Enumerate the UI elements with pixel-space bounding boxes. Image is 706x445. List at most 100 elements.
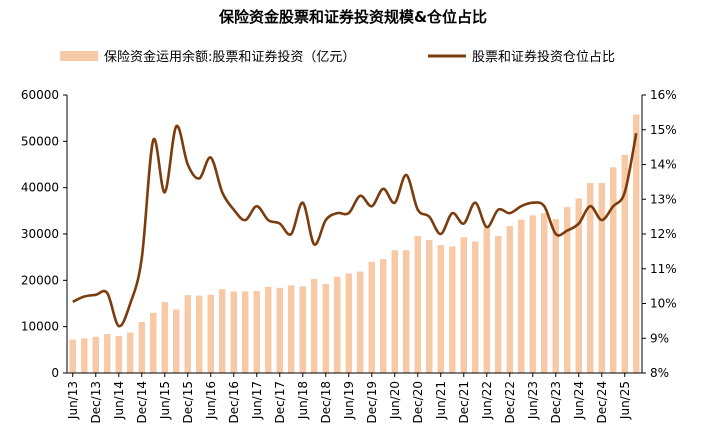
x-tick-label: Jun/13	[66, 381, 80, 420]
right-tick-label: 8%	[650, 366, 669, 380]
bar-Jun24	[575, 198, 582, 373]
x-tick-label: Dec/17	[273, 381, 287, 424]
left-tick-label: 30000	[21, 227, 59, 241]
bar-Mar19	[334, 276, 341, 373]
left-tick-label: 50000	[21, 134, 59, 148]
left-tick-label: 10000	[21, 320, 59, 334]
bar-Mar20	[380, 259, 387, 373]
bar-Sep17	[265, 286, 272, 373]
x-tick-label: Dec/21	[457, 381, 471, 424]
bar-Mar15	[150, 312, 157, 373]
x-tick-label: Jun/16	[204, 381, 218, 420]
bar-Dec22	[506, 226, 513, 373]
bar-Jun23	[529, 215, 536, 373]
bar-Sep23	[541, 213, 548, 373]
bar-series	[69, 114, 640, 374]
bar-Dec21	[460, 237, 467, 373]
right-tick-label: 11%	[650, 262, 677, 276]
left-tick-label: 40000	[21, 181, 59, 195]
left-axis-ticks: 0 10000 20000 30000 40000 50000 60000	[21, 88, 67, 380]
x-tick-label: Dec/22	[503, 381, 517, 424]
x-tick-label: Jun/23	[526, 381, 540, 420]
bar-Mar24	[564, 207, 571, 373]
x-tick-label: Dec/19	[365, 381, 379, 424]
x-tick-label: Jun/15	[158, 381, 172, 420]
bar-Jun22	[483, 227, 490, 373]
bar-Dec14	[138, 322, 145, 373]
bar-Jun21	[437, 245, 444, 373]
right-tick-label: 14%	[650, 158, 677, 172]
x-tick-label: Dec/14	[135, 381, 149, 424]
bar-Sep20	[403, 250, 410, 373]
bar-Dec15	[184, 295, 191, 373]
left-tick-label: 20000	[21, 273, 59, 287]
bar-Sep16	[219, 289, 226, 373]
x-tick-label: Jun/21	[434, 381, 448, 420]
bar-Sep14	[127, 332, 134, 373]
right-tick-label: 9%	[650, 331, 669, 345]
right-tick-label: 13%	[650, 192, 677, 206]
bar-Dec17	[276, 287, 283, 373]
chart-title: 保险资金股票和证券投资规模&仓位占比	[218, 8, 487, 26]
bar-Jun19	[345, 273, 352, 373]
x-axis-ticks: Jun/13 Dec/13 Jun/14 Dec/14 Jun/15 Dec/15 Jun/…	[66, 373, 632, 424]
x-tick-label: Dec/13	[89, 381, 103, 424]
x-tick-label: Jun/20	[388, 381, 402, 420]
bar-Dec24	[598, 183, 605, 373]
x-tick-label: Dec/23	[549, 381, 563, 424]
bar-Jun18	[299, 286, 306, 373]
bar-Mar21	[426, 240, 433, 373]
x-tick-label: Jun/22	[480, 381, 494, 420]
bar-Sep19	[357, 271, 364, 373]
x-tick-label: Dec/18	[319, 381, 333, 424]
x-tick-label: Jun/19	[342, 381, 356, 420]
bar-Mar18	[288, 285, 295, 373]
line-path	[72, 124, 638, 328]
bar-Jun17	[253, 290, 260, 373]
x-tick-label: Jun/14	[112, 381, 126, 420]
bar-Sep25	[633, 114, 640, 374]
bar-Jun16	[207, 294, 214, 373]
x-tick-label: Jun/25	[618, 381, 632, 420]
bar-Mar22	[472, 241, 479, 373]
right-tick-label: 16%	[650, 88, 677, 102]
bar-Jun13	[69, 339, 76, 373]
legend-label-line: 股票和证券投资仓位占比	[472, 49, 615, 65]
x-tick-label: Jun/24	[572, 381, 586, 420]
x-tick-label: Dec/20	[411, 381, 425, 424]
x-tick-label: Dec/16	[227, 381, 241, 424]
bar-Mar25	[610, 167, 617, 373]
x-tick-label: Dec/15	[181, 381, 195, 424]
line-series	[72, 124, 638, 328]
bar-Jun14	[115, 335, 122, 373]
legend: 保险资金运用余额:股票和证券投资（亿元） 股票和证券投资仓位占比	[60, 49, 615, 65]
bar-Dec19	[368, 261, 375, 373]
bar-Dec16	[230, 291, 237, 373]
bar-Dec20	[414, 235, 421, 373]
x-tick-label: Jun/18	[296, 381, 310, 420]
x-tick-label: Dec/24	[595, 381, 609, 424]
bar-Dec18	[322, 284, 329, 373]
bar-Dec13	[92, 336, 99, 373]
bar-Mar14	[104, 334, 111, 373]
left-tick-label: 60000	[21, 88, 59, 102]
bar-Mar23	[518, 219, 525, 373]
bar-Mar16	[196, 295, 203, 373]
right-tick-label: 15%	[650, 123, 677, 137]
bar-Sep13	[81, 338, 88, 373]
bar-Mar17	[242, 291, 249, 373]
bar-Jun25	[621, 154, 628, 373]
x-tick-label: Jun/17	[250, 381, 264, 420]
bar-Sep15	[173, 309, 180, 373]
legend-label-bars: 保险资金运用余额:股票和证券投资（亿元）	[104, 49, 355, 65]
bar-Jun15	[161, 302, 168, 373]
bar-Sep18	[311, 278, 318, 373]
bar-Sep24	[587, 183, 594, 373]
bar-Sep21	[449, 246, 456, 373]
bar-Jun20	[391, 250, 398, 373]
legend-swatch-bars	[60, 51, 98, 61]
left-tick-label: 0	[51, 366, 59, 380]
bar-Dec23	[552, 219, 559, 373]
right-tick-label: 10%	[650, 297, 677, 311]
